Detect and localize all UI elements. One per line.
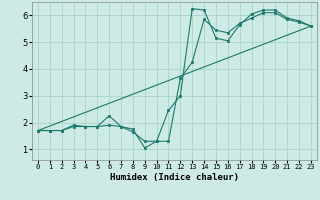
X-axis label: Humidex (Indice chaleur): Humidex (Indice chaleur) (110, 173, 239, 182)
